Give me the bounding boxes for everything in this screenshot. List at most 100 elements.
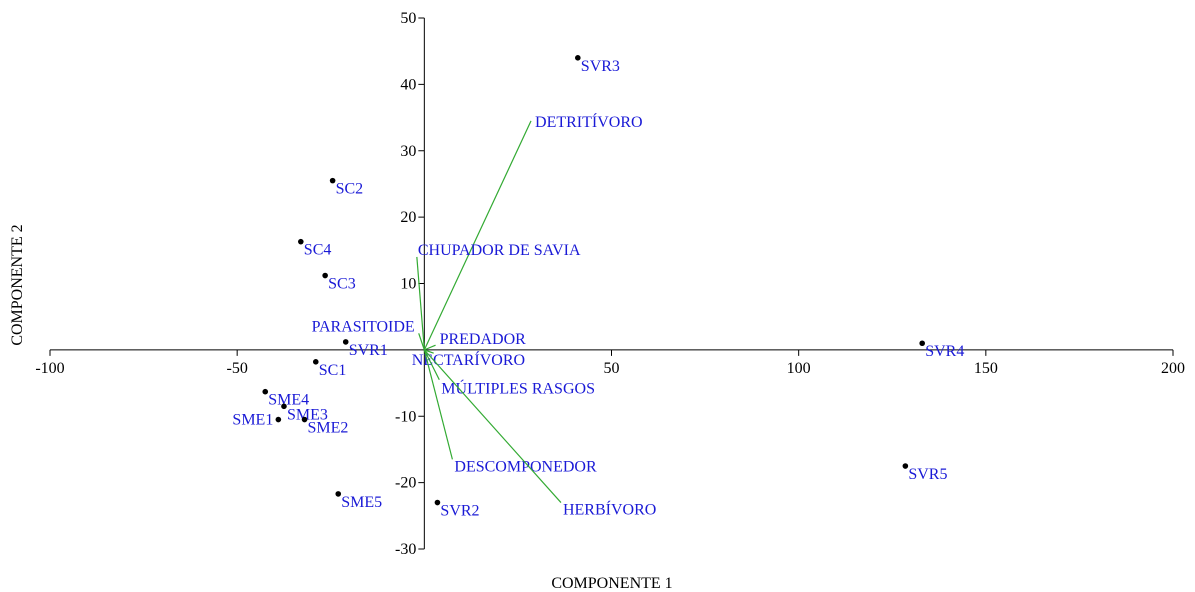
vector-label: PREDADOR bbox=[440, 331, 527, 348]
point-label: SC4 bbox=[304, 242, 332, 259]
vector-line bbox=[416, 256, 425, 350]
y-ticks: -30 -20 -10 10 20 30 40 50 bbox=[395, 10, 425, 558]
score-point: SME1 bbox=[232, 412, 282, 429]
y-tick: 50 bbox=[400, 10, 425, 27]
vector-line bbox=[424, 344, 436, 351]
point-label: SVR1 bbox=[349, 342, 388, 359]
vector-line bbox=[423, 349, 562, 503]
score-point: SVR3 bbox=[575, 55, 620, 75]
point-label: SVR5 bbox=[908, 466, 947, 483]
score-point: SVR1 bbox=[342, 339, 388, 359]
vector-label: MÚLTIPLES RASGOS bbox=[441, 379, 595, 398]
y-tick: -30 bbox=[395, 541, 425, 558]
loading-vector: NECTARÍVORO bbox=[412, 349, 525, 369]
point-marker bbox=[281, 403, 287, 410]
point-marker bbox=[902, 463, 909, 469]
point-label: SC1 bbox=[319, 362, 347, 379]
point-marker bbox=[342, 339, 349, 345]
vector-label: PARASITOIDE bbox=[312, 318, 415, 335]
vector-line bbox=[423, 349, 440, 381]
x-tick: 150 bbox=[974, 349, 998, 377]
point-marker bbox=[298, 238, 304, 245]
loading-vector: HERBÍVORO bbox=[423, 349, 656, 519]
score-point: SC4 bbox=[298, 238, 332, 259]
point-marker bbox=[434, 499, 441, 506]
point-label: SVR4 bbox=[925, 343, 964, 360]
point-marker bbox=[575, 55, 581, 61]
y-tick-label: 30 bbox=[400, 143, 416, 160]
point-label: SME3 bbox=[287, 406, 328, 423]
point-label: SME2 bbox=[308, 420, 349, 437]
vector-line bbox=[423, 120, 532, 351]
point-label: SME5 bbox=[341, 494, 382, 511]
vector-line bbox=[418, 333, 425, 351]
x-tick-label: -50 bbox=[227, 360, 248, 377]
loading-vector: PREDADOR bbox=[424, 331, 527, 351]
y-tick-label: 50 bbox=[400, 10, 416, 27]
point-label: SVR2 bbox=[440, 503, 479, 520]
y-tick-label: 10 bbox=[400, 276, 416, 293]
score-point: SVR4 bbox=[919, 340, 964, 360]
point-marker bbox=[335, 491, 342, 497]
y-tick: -10 bbox=[395, 408, 425, 425]
score-point: SC1 bbox=[312, 359, 347, 379]
point-label: SC3 bbox=[328, 276, 356, 293]
y-axis-title: COMPONENTE 2 bbox=[9, 224, 26, 345]
x-tick-label: 200 bbox=[1161, 360, 1185, 377]
score-point: SVR2 bbox=[434, 499, 480, 520]
vector-label: DETRITÍVORO bbox=[535, 112, 643, 131]
loading-vector: DETRITÍVORO bbox=[423, 112, 643, 351]
y-tick: -20 bbox=[395, 475, 425, 492]
vector-label: DESCOMPONEDOR bbox=[454, 458, 597, 475]
point-marker bbox=[301, 416, 308, 423]
vector-label: CHUPADOR DE SAVIA bbox=[418, 242, 581, 259]
x-tick-label: -100 bbox=[35, 360, 64, 377]
y-tick: 20 bbox=[400, 209, 425, 226]
vector-line bbox=[424, 349, 434, 354]
point-marker bbox=[329, 177, 336, 184]
point-marker bbox=[919, 340, 925, 347]
score-point: SME5 bbox=[335, 491, 382, 511]
y-tick-label: -20 bbox=[395, 475, 416, 492]
x-tick: -50 bbox=[227, 349, 248, 377]
x-tick: 100 bbox=[787, 349, 811, 377]
axes: -100 -50 50 100 150 200 -30 -20 -10 10 20 30 40 50 bbox=[35, 10, 1185, 558]
point-marker bbox=[262, 388, 269, 395]
x-tick: 50 bbox=[604, 349, 620, 377]
x-axis-title: COMPONENTE 1 bbox=[551, 575, 672, 592]
x-tick-label: 100 bbox=[787, 360, 811, 377]
x-tick: 200 bbox=[1161, 349, 1185, 377]
y-tick-label: 20 bbox=[400, 209, 416, 226]
loading-vector: CHUPADOR DE SAVIA bbox=[416, 242, 581, 350]
y-tick-label: 40 bbox=[400, 76, 416, 93]
point-label: SVR3 bbox=[581, 58, 620, 75]
x-tick-label: 150 bbox=[974, 360, 998, 377]
point-label: SME1 bbox=[232, 412, 273, 429]
score-point: SC2 bbox=[329, 177, 364, 198]
score-point: SC3 bbox=[322, 272, 356, 293]
point-marker bbox=[275, 416, 282, 423]
y-tick-label: -10 bbox=[395, 408, 416, 425]
vector-label: HERBÍVORO bbox=[563, 500, 656, 519]
y-tick: 10 bbox=[400, 276, 425, 293]
loading-vector: PARASITOIDE bbox=[312, 318, 425, 351]
y-tick: 40 bbox=[400, 76, 425, 93]
vector-line bbox=[423, 349, 453, 460]
x-tick: -100 bbox=[35, 349, 65, 377]
loading-vector: MÚLTIPLES RASGOS bbox=[423, 349, 595, 398]
point-marker bbox=[322, 272, 328, 279]
x-ticks: -100 -50 50 100 150 200 bbox=[35, 349, 1185, 377]
score-point: SME4 bbox=[262, 388, 309, 409]
score-point: SVR5 bbox=[902, 463, 947, 483]
vector-label: NECTARÍVORO bbox=[412, 350, 525, 369]
y-tick-label: -30 bbox=[395, 541, 416, 558]
loading-vector: DESCOMPONEDOR bbox=[423, 349, 597, 475]
point-marker bbox=[312, 359, 319, 365]
loading-vectors: DETRITÍVORO CHUPADOR DE SAVIA PARASITOIDE P… bbox=[312, 112, 657, 519]
score-point: SME3 bbox=[281, 403, 328, 423]
point-label: SC2 bbox=[336, 181, 364, 198]
score-point: SME2 bbox=[301, 416, 349, 437]
point-label: SME4 bbox=[268, 392, 309, 409]
